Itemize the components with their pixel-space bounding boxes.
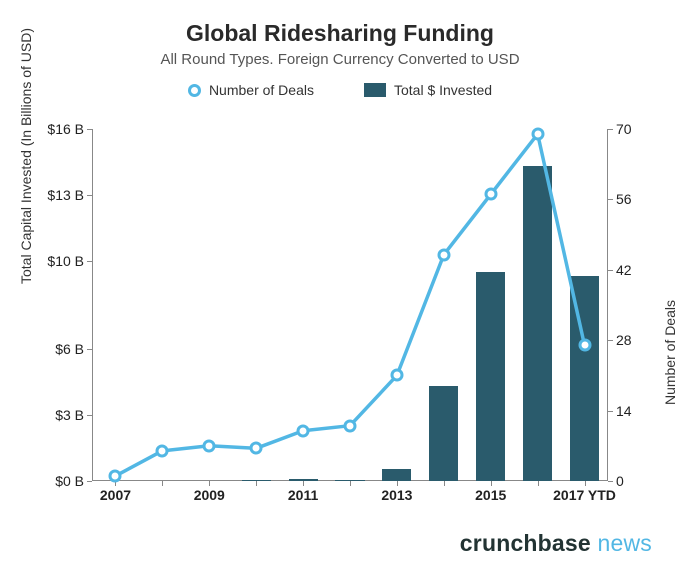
chart-container: Global Ridesharing Funding All Round Typ… (0, 0, 680, 575)
y-right-tick-label: 70 (608, 121, 632, 137)
chart-subtitle: All Round Types. Foreign Currency Conver… (15, 51, 665, 68)
chart-title: Global Ridesharing Funding (15, 20, 665, 47)
bar-marker-icon (364, 83, 386, 97)
line-marker (390, 369, 403, 382)
line-marker (344, 419, 357, 432)
y-left-tick-label: $0 B (55, 473, 92, 489)
x-tick-label: 2013 (381, 481, 412, 503)
line-marker (437, 248, 450, 261)
legend-item-invested: Total $ Invested (364, 82, 492, 98)
legend: Number of Deals Total $ Invested (15, 82, 665, 98)
x-tick (444, 481, 445, 486)
y-left-tick-label: $13 B (47, 187, 92, 203)
y-axis-right-title: Number of Deals (662, 300, 678, 405)
circle-marker-icon (188, 84, 201, 97)
y-left-tick-label: $16 B (47, 121, 92, 137)
line-marker (156, 444, 169, 457)
legend-label: Total $ Invested (394, 82, 492, 98)
line-marker (109, 469, 122, 482)
line-marker (578, 339, 591, 352)
x-tick (256, 481, 257, 486)
x-tick (162, 481, 163, 486)
y-axis-left-title: Total Capital Invested (In Billions of U… (18, 28, 34, 284)
y-right-tick-label: 56 (608, 191, 632, 207)
x-tick-label: 2011 (288, 481, 318, 503)
x-tick (538, 481, 539, 486)
line-marker (484, 188, 497, 201)
line-marker (297, 424, 310, 437)
source-sub: news (591, 530, 652, 556)
y-right-tick-label: 42 (608, 262, 632, 278)
line-marker (250, 442, 263, 455)
line-marker (531, 128, 544, 141)
x-tick-label: 2009 (194, 481, 225, 503)
source-attribution: crunchbase news (460, 530, 652, 557)
x-tick-label: 2007 (100, 481, 131, 503)
legend-label: Number of Deals (209, 82, 314, 98)
y-left-tick-label: $3 B (55, 407, 92, 423)
x-tick-label: 2015 (475, 481, 506, 503)
source-brand: crunchbase (460, 530, 591, 556)
y-right-tick-label: 28 (608, 332, 632, 348)
y-left-tick-label: $6 B (55, 341, 92, 357)
plot-area: $0 B$3 B$6 B$10 B$13 B$16 B0142842567020… (92, 129, 608, 481)
y-left-tick-label: $10 B (47, 253, 92, 269)
line-marker (203, 439, 216, 452)
x-tick-label: 2017 YTD (553, 481, 616, 503)
legend-item-deals: Number of Deals (188, 82, 314, 98)
x-tick (350, 481, 351, 486)
y-right-tick-label: 14 (608, 403, 632, 419)
